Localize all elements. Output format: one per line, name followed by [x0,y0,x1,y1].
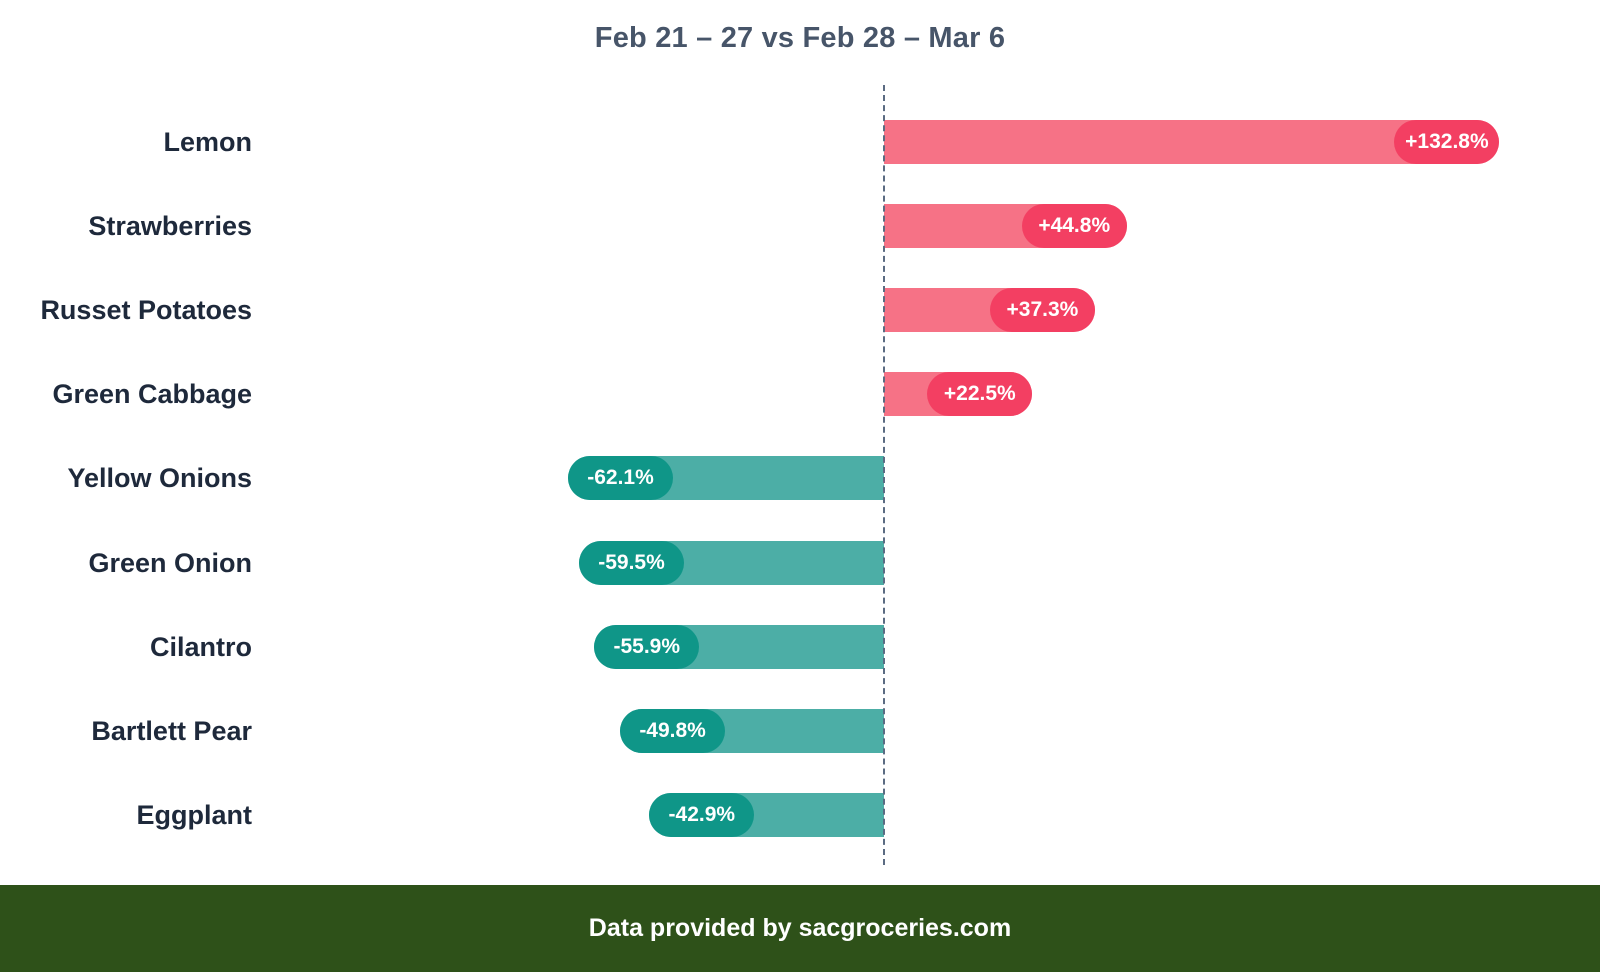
value-label-pill: +132.8% [1394,120,1500,164]
chart-title: Feb 21 – 27 vs Feb 28 – Mar 6 [594,22,1006,54]
value-label-pill: -49.8% [620,708,726,753]
zero-baseline [883,85,885,865]
chart-row: Lemon +132.8% [0,120,1600,164]
chart-row: Yellow Onions -62.1% [0,456,1600,501]
chart-row: Green Onion -59.5% [0,540,1600,585]
value-label-pill: +44.8% [1021,204,1127,249]
value-label-pill: -62.1% [568,456,673,501]
negative-bar: -55.9% [594,624,884,669]
chart-row: Cilantro -55.9% [0,624,1600,669]
category-label: Yellow Onions [67,463,252,494]
positive-bar: +132.8% [884,120,1500,164]
value-label-pill: -42.9% [649,792,755,837]
category-label: Green Onion [88,547,252,578]
value-label-pill: -55.9% [594,624,700,669]
category-label: Lemon [163,127,252,157]
category-label: Bartlett Pear [91,715,252,746]
category-label: Russet Potatoes [40,295,252,326]
negative-bar: -49.8% [620,708,884,753]
category-label: Cilantro [149,631,252,662]
value-label-pill: -59.5% [579,540,685,585]
chart-row: Eggplant -42.9% [0,792,1600,837]
negative-bar: -62.1% [568,456,884,501]
chart-row: Russet Potatoes +37.3% [0,288,1600,333]
category-label: Eggplant [136,799,253,830]
value-label-pill: +22.5% [927,372,1033,417]
positive-bar: +37.3% [884,288,1095,333]
category-label: Strawberries [88,211,252,242]
chart-row: Strawberries +44.8% [0,204,1600,249]
positive-bar: +44.8% [884,204,1127,249]
category-label: Green Cabbage [52,379,252,410]
value-label-pill: +37.3% [989,288,1095,333]
chart-row: Bartlett Pear -49.8% [0,708,1600,753]
negative-bar: -42.9% [649,792,884,837]
positive-bar: +22.5% [884,372,1033,417]
negative-bar: -59.5% [579,540,884,585]
chart-row: Green Cabbage +22.5% [0,372,1600,417]
footer-credit: Data provided by sacgroceries.com [0,885,1600,972]
